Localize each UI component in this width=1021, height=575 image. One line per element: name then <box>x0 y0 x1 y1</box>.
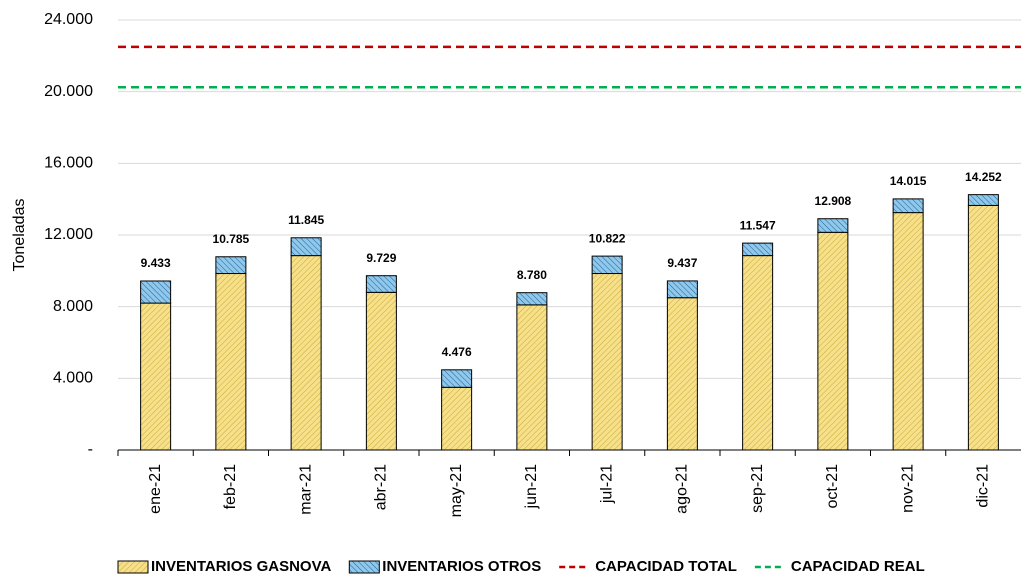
bar-segment <box>140 302 172 451</box>
y-tick-label: 8.000 <box>53 298 93 315</box>
x-tick-label: abr-21 <box>373 464 390 510</box>
bar-segment <box>290 237 322 257</box>
bar-segment <box>441 369 473 388</box>
x-tick-label: may-21 <box>448 464 465 517</box>
bar-segment <box>666 280 698 299</box>
y-tick-label: 24.000 <box>44 11 93 28</box>
total-label: 10.785 <box>213 232 250 246</box>
x-tick-label: ago-21 <box>674 464 691 514</box>
x-tick-label: sep-21 <box>749 464 766 513</box>
total-label: 11.845 <box>288 213 324 227</box>
total-label: 14.015 <box>890 174 927 188</box>
bar-segment <box>441 386 473 451</box>
total-label: 12.908 <box>815 194 852 208</box>
bar-segment <box>742 255 774 451</box>
bar-segment <box>817 218 849 233</box>
total-label: 4.476 <box>442 345 472 359</box>
y-tick-label: 16.000 <box>44 155 93 172</box>
bar-segment <box>892 212 924 451</box>
total-label: 9.437 <box>667 256 697 270</box>
bar-segment <box>215 256 247 275</box>
x-tick-label: jul-21 <box>598 464 615 504</box>
y-tick-label: 12.000 <box>44 226 93 243</box>
x-tick-label: feb-21 <box>222 464 239 509</box>
bar-segment <box>591 273 623 451</box>
x-tick-label: dic-21 <box>975 464 992 508</box>
legend-swatch <box>117 560 149 574</box>
bar-segment <box>516 292 548 306</box>
y-axis-label: Toneladas <box>11 199 28 272</box>
bar-segment <box>591 255 623 275</box>
legend-label: CAPACIDAD REAL <box>791 558 925 575</box>
bar-segment <box>666 297 698 451</box>
bar-segment <box>365 275 397 293</box>
bar-segment <box>892 198 924 214</box>
total-label: 10.822 <box>589 231 626 245</box>
y-tick-label: 20.000 <box>44 83 93 100</box>
bar-segment <box>817 231 849 451</box>
y-tick-label: - <box>88 441 93 458</box>
bar-segment <box>140 280 172 304</box>
legend-label: CAPACIDAD TOTAL <box>595 558 737 575</box>
total-label: 9.433 <box>141 256 171 270</box>
bar-segment <box>742 242 774 257</box>
x-tick-label: oct-21 <box>824 464 841 509</box>
x-tick-label: ene-21 <box>147 464 164 514</box>
legend-label: INVENTARIOS OTROS <box>382 558 541 575</box>
bar-segment <box>967 194 999 206</box>
total-label: 11.547 <box>740 218 776 232</box>
legend-swatch <box>348 560 380 574</box>
bar-segment <box>290 255 322 451</box>
bar-segment <box>967 204 999 451</box>
bar-segment <box>215 273 247 451</box>
bar-segment <box>365 291 397 451</box>
x-tick-label: nov-21 <box>899 464 916 513</box>
x-tick-label: jun-21 <box>523 464 540 510</box>
legend-label: INVENTARIOS GASNOVA <box>151 558 331 575</box>
x-tick-label: mar-21 <box>297 464 314 515</box>
total-label: 14.252 <box>965 170 1002 184</box>
y-tick-label: 4.000 <box>53 370 93 387</box>
bar-segment <box>516 304 548 451</box>
total-label: 8.780 <box>517 268 547 282</box>
total-label: 9.729 <box>366 251 396 265</box>
